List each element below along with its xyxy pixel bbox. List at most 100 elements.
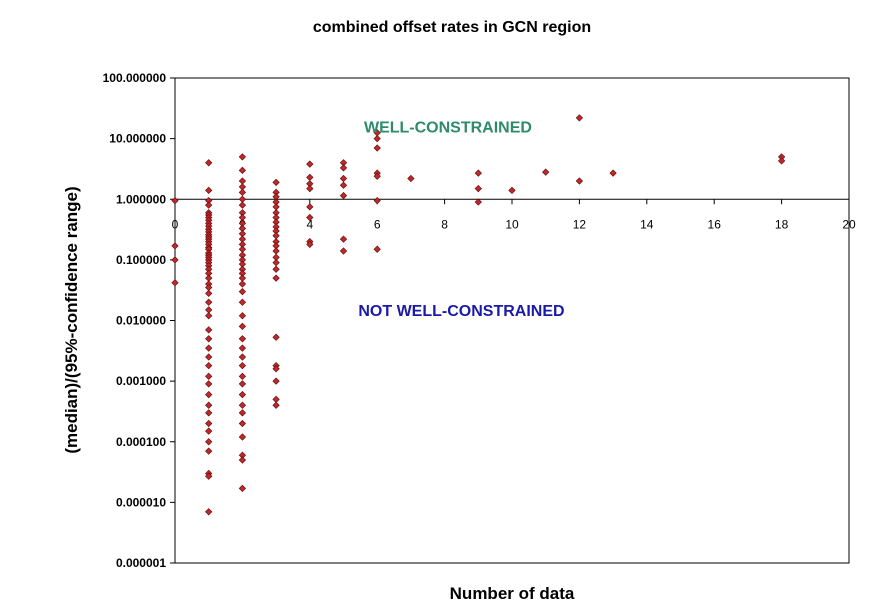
data-point xyxy=(306,213,314,222)
x-axis-label: Number of data xyxy=(450,584,575,603)
data-point xyxy=(238,298,247,306)
x-tick-label: 4 xyxy=(306,217,313,231)
data-point xyxy=(238,456,247,464)
data-point xyxy=(205,326,213,334)
plot-area xyxy=(174,77,850,564)
data-point xyxy=(238,280,247,288)
data-point xyxy=(373,144,381,152)
data-point xyxy=(272,365,280,373)
data-point xyxy=(205,159,213,167)
x-tick-label: 20 xyxy=(842,217,856,231)
x-tick-label: 10 xyxy=(505,217,519,231)
y-tick-label: 0.000010 xyxy=(116,495,166,509)
data-point xyxy=(171,279,179,287)
data-point xyxy=(205,186,213,195)
data-point xyxy=(272,178,280,186)
data-point xyxy=(205,312,213,320)
x-tick-label: 14 xyxy=(640,217,654,231)
data-point xyxy=(205,401,213,409)
data-point xyxy=(339,181,348,189)
data-point xyxy=(238,335,247,343)
data-point xyxy=(272,232,280,240)
data-point xyxy=(575,114,584,122)
annotation-label: WELL-CONSTRAINED xyxy=(364,119,532,136)
data-point xyxy=(272,274,280,282)
data-point xyxy=(205,438,213,446)
data-point xyxy=(205,427,213,435)
y-axis-label: (median)/(95%-confidence range) xyxy=(62,186,81,453)
data-point xyxy=(306,173,314,181)
data-point xyxy=(474,184,482,193)
data-point xyxy=(373,196,381,205)
x-tick-label: 16 xyxy=(708,217,722,231)
data-point xyxy=(272,401,280,409)
data-point xyxy=(205,472,213,480)
data-point xyxy=(306,203,314,211)
data-point xyxy=(205,447,213,455)
data-point xyxy=(205,274,213,282)
data-point xyxy=(238,166,247,174)
data-point xyxy=(238,433,247,441)
x-tick-label: 12 xyxy=(573,217,587,231)
data-point xyxy=(205,335,213,343)
data-point xyxy=(238,380,247,388)
data-point xyxy=(238,312,247,320)
data-point xyxy=(272,247,280,255)
data-point xyxy=(238,372,247,380)
data-point xyxy=(238,153,247,161)
data-point xyxy=(238,390,247,399)
data-point xyxy=(238,322,247,330)
annotation-label: NOT WELL-CONSTRAINED xyxy=(358,303,564,320)
data-point xyxy=(238,353,247,361)
data-point xyxy=(238,245,247,253)
y-tick-label: 0.000001 xyxy=(116,556,166,570)
data-point xyxy=(205,344,213,352)
data-point xyxy=(339,235,348,243)
data-point xyxy=(339,164,348,172)
data-point xyxy=(238,188,247,196)
data-point xyxy=(508,186,516,195)
data-point xyxy=(205,508,213,516)
data-point xyxy=(339,191,348,200)
data-point xyxy=(306,240,314,249)
y-tick-label: 10.000000 xyxy=(109,132,166,146)
y-tick-label: 0.100000 xyxy=(116,253,166,267)
data-point xyxy=(205,201,213,209)
data-point xyxy=(272,265,280,273)
data-point xyxy=(238,409,247,417)
data-point xyxy=(609,169,617,177)
data-point xyxy=(238,401,247,409)
data-point xyxy=(306,184,314,193)
data-point xyxy=(238,195,247,203)
data-point xyxy=(205,306,213,314)
y-tick-label: 0.010000 xyxy=(116,314,166,328)
data-point xyxy=(238,484,247,493)
y-tick-marks xyxy=(170,77,175,564)
data-point xyxy=(205,409,213,417)
data-point xyxy=(238,344,247,352)
y-tick-labels: 0.000001 0.000010 0.000100 0.001000 0.010000… xyxy=(103,71,167,570)
data-point xyxy=(238,419,247,428)
data-point xyxy=(272,259,280,267)
data-point xyxy=(474,198,482,206)
y-tick-label: 0.000100 xyxy=(116,435,166,449)
data-point xyxy=(339,247,348,255)
data-point xyxy=(575,177,584,185)
data-point xyxy=(474,169,482,177)
x-tick-label: 18 xyxy=(775,217,789,231)
y-tick-label: 1.000000 xyxy=(116,192,166,206)
x-tick-label: 8 xyxy=(441,217,448,231)
data-point xyxy=(339,174,348,183)
chart-title: combined offset rates in GCN region xyxy=(313,19,591,36)
data-point xyxy=(272,203,280,211)
data-point xyxy=(205,380,213,388)
y-tick-label: 100.000000 xyxy=(103,71,167,85)
data-point xyxy=(205,372,213,380)
data-point xyxy=(205,362,213,370)
data-point xyxy=(407,174,415,183)
data-point xyxy=(238,287,247,296)
data-point xyxy=(171,242,179,250)
data-point xyxy=(205,289,213,298)
data-point xyxy=(373,172,381,180)
annotations: WELL-CONSTRAINED NOT WELL-CONSTRAINED xyxy=(358,119,564,320)
